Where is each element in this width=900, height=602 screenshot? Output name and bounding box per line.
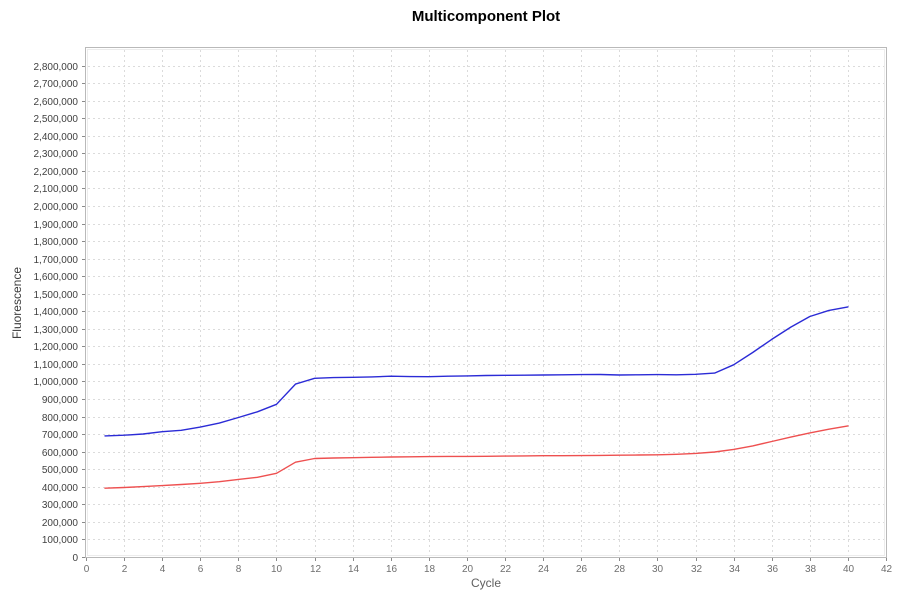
y-tick-label: 400,000 — [42, 483, 79, 494]
plot-border-outer — [85, 47, 887, 558]
x-tick-label: 38 — [805, 564, 817, 575]
y-tick-label: 1,000,000 — [34, 377, 79, 388]
chart-title: Multicomponent Plot — [411, 8, 561, 25]
y-tick-label: 2,400,000 — [34, 132, 79, 143]
series-line-blue-series — [104, 306, 849, 437]
x-tick-label: 2 — [122, 564, 128, 575]
y-tick-label: 0 — [72, 553, 78, 564]
x-tick-label: 18 — [424, 564, 436, 575]
x-tick-label: 14 — [348, 564, 360, 575]
y-tick-label: 2,100,000 — [34, 184, 79, 195]
y-tick-label: 2,800,000 — [34, 62, 79, 73]
x-tick-label: 26 — [576, 564, 588, 575]
y-tick-label: 200,000 — [42, 518, 79, 529]
x-tick-label: 0 — [84, 564, 90, 575]
y-tick-label: 600,000 — [42, 448, 79, 459]
y-tick-label: 1,400,000 — [34, 307, 79, 318]
x-tick-label: 4 — [160, 564, 166, 575]
series-line-red-series — [104, 425, 849, 489]
x-tick-label: 6 — [198, 564, 204, 575]
y-tick-label: 900,000 — [42, 395, 79, 406]
x-tick-label: 36 — [767, 564, 779, 575]
y-tick-label: 1,700,000 — [34, 255, 79, 266]
y-tick-label: 500,000 — [42, 465, 79, 476]
y-tick-label: 2,600,000 — [34, 97, 79, 108]
y-tick-label: 1,100,000 — [34, 360, 79, 371]
x-tick-label: 34 — [729, 564, 741, 575]
y-tick-label: 800,000 — [42, 413, 79, 424]
y-tick-label: 1,500,000 — [34, 290, 79, 301]
y-tick-label: 2,700,000 — [34, 79, 79, 90]
y-tick-label: 1,900,000 — [34, 220, 79, 231]
y-tick-label: 2,500,000 — [34, 114, 79, 125]
plot-background — [86, 48, 886, 557]
y-tick-label: 100,000 — [42, 535, 79, 546]
x-tick-label: 30 — [652, 564, 664, 575]
x-tick-label: 42 — [881, 564, 893, 575]
x-axis-title: Cycle — [470, 576, 501, 590]
y-tick-label: 1,800,000 — [34, 237, 79, 248]
y-tick-label: 1,600,000 — [34, 272, 79, 283]
x-tick-label: 20 — [462, 564, 474, 575]
y-tick-label: 700,000 — [42, 430, 79, 441]
x-tick-label: 16 — [386, 564, 398, 575]
y-tick-label: 1,200,000 — [34, 342, 79, 353]
y-tick-label: 2,200,000 — [34, 167, 79, 178]
y-tick-label: 2,300,000 — [34, 149, 79, 160]
x-tick-label: 10 — [271, 564, 283, 575]
y-tick-label: 2,000,000 — [34, 202, 79, 213]
y-tick-label: 300,000 — [42, 500, 79, 511]
x-tick-label: 24 — [538, 564, 550, 575]
x-tick-label: 32 — [691, 564, 703, 575]
x-tick-label: 12 — [310, 564, 322, 575]
x-tick-label: 28 — [614, 564, 626, 575]
x-tick-label: 8 — [236, 564, 242, 575]
plot-border-inner — [87, 49, 885, 556]
x-tick-label: 22 — [500, 564, 512, 575]
x-tick-label: 40 — [843, 564, 855, 575]
y-tick-label: 1,300,000 — [34, 325, 79, 336]
